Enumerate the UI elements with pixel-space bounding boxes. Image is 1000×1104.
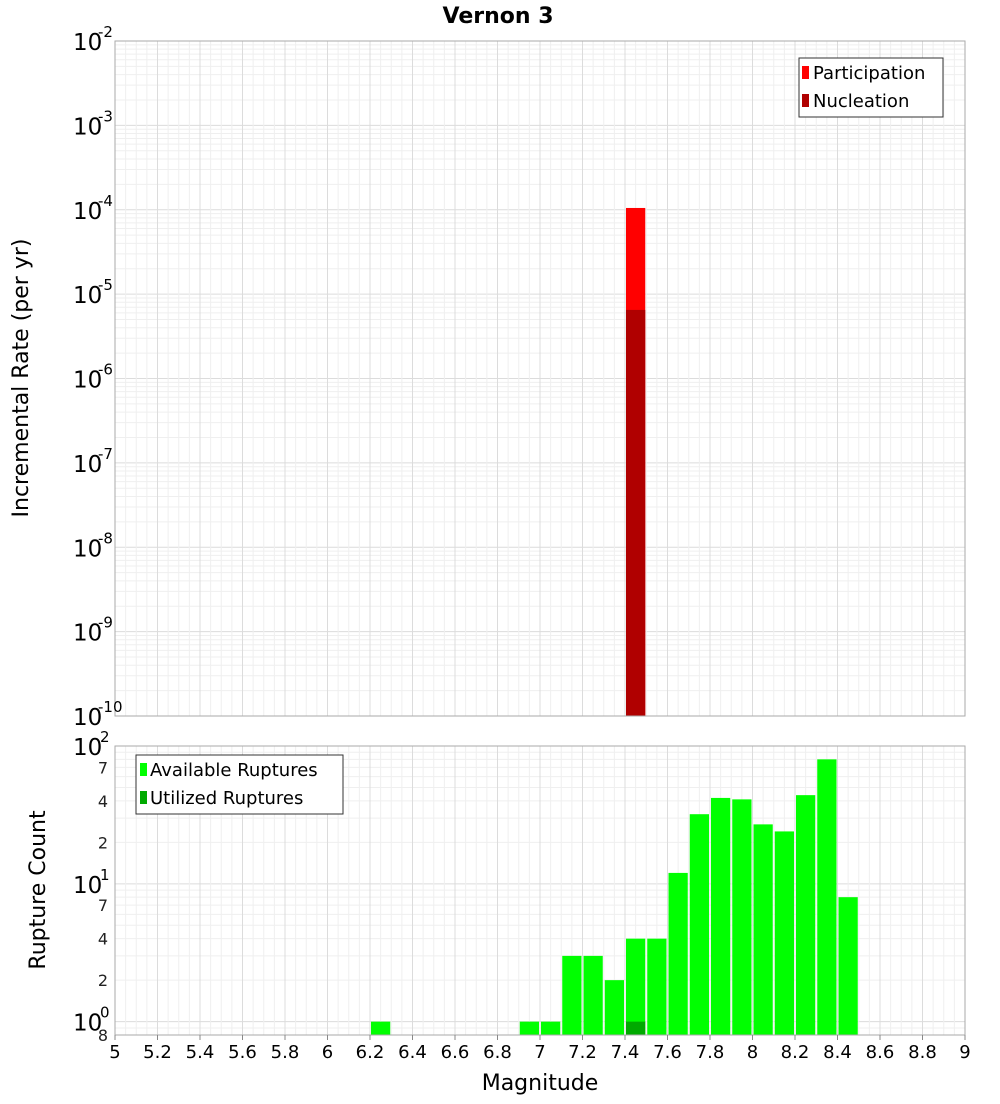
- count-y-tick-label: 10: [73, 735, 102, 761]
- participation-legend-swatch: [802, 66, 809, 79]
- count-bars: [371, 759, 858, 1035]
- available-ruptures-bar: [604, 980, 624, 1035]
- x-axis-label: Magnitude: [482, 1071, 599, 1096]
- participation-legend-label: Participation: [813, 63, 925, 84]
- available-ruptures-bar: [519, 1021, 539, 1035]
- rate-y-tick-label: 10: [73, 705, 102, 731]
- rate-y-tick-exponent: -2: [98, 23, 113, 41]
- x-tick-label: 5: [109, 1042, 120, 1063]
- count-y-tick-exponent: 2: [100, 728, 110, 746]
- rate-legend: Participation Nucleation: [798, 57, 944, 118]
- nucleation-legend-swatch: [802, 94, 809, 107]
- available-ruptures-bar: [583, 955, 603, 1035]
- x-tick-label: 5.2: [143, 1042, 172, 1063]
- available-ruptures-bar: [838, 897, 858, 1035]
- rate-y-tick-label: 10: [73, 199, 102, 225]
- nucleation-bar: [626, 309, 646, 716]
- x-tick-label: 5.4: [186, 1042, 215, 1063]
- x-tick-label: 8.6: [866, 1042, 895, 1063]
- x-tick-label: 8: [747, 1042, 758, 1063]
- x-tick-label: 7: [534, 1042, 545, 1063]
- rate-y-tick-exponent: -4: [98, 192, 113, 210]
- rate-y-tick-exponent: -7: [98, 445, 113, 463]
- count-y-axis-label: Rupture Count: [26, 810, 51, 970]
- rate-y-tick-exponent: -10: [98, 698, 123, 716]
- utilized-legend-label: Utilized Ruptures: [150, 788, 303, 809]
- count-y-minor-tick-label: 7: [98, 896, 108, 915]
- chart-title: Vernon 3: [443, 4, 554, 29]
- available-ruptures-bar: [711, 797, 731, 1035]
- rate-y-tick-exponent: -3: [98, 107, 113, 125]
- x-tick-label: 6: [322, 1042, 333, 1063]
- available-legend-label: Available Ruptures: [150, 760, 318, 781]
- count-y-minor-tick-label: 7: [98, 758, 108, 777]
- x-tick-label: 7.2: [568, 1042, 597, 1063]
- utilized-legend-swatch: [140, 791, 147, 804]
- count-y-tick-label: 10: [73, 1011, 102, 1037]
- x-tick-label: 5.8: [271, 1042, 300, 1063]
- x-tick-label: 6.4: [398, 1042, 427, 1063]
- rate-y-tick-exponent: -8: [98, 529, 113, 547]
- available-ruptures-bar: [689, 814, 709, 1035]
- count-y-tick-label: 10: [73, 873, 102, 899]
- rate-y-tick-label: 10: [73, 621, 102, 647]
- available-ruptures-bar: [732, 799, 752, 1035]
- available-ruptures-bar: [668, 872, 688, 1035]
- count-legend-box: [135, 754, 344, 815]
- rate-plot-border: [114, 40, 966, 717]
- available-ruptures-bar: [774, 831, 794, 1035]
- rate-grid: [114, 41, 966, 717]
- rate-y-tick-exponent: -6: [98, 361, 113, 379]
- available-ruptures-bar: [647, 938, 667, 1035]
- count-y-minor-tick-label: 2: [98, 971, 108, 990]
- rate-y-tick-exponent: -5: [98, 276, 113, 294]
- rate-y-tick-label: 10: [73, 114, 102, 140]
- available-ruptures-bar: [371, 1021, 391, 1035]
- available-ruptures-bar: [796, 795, 816, 1035]
- x-tick-label: 6.6: [441, 1042, 470, 1063]
- x-tick-label: 9: [959, 1042, 970, 1063]
- utilized-ruptures-bar: [626, 1021, 646, 1035]
- count-y-minor-tick-label: 8: [98, 1026, 108, 1045]
- available-ruptures-bar: [562, 955, 582, 1035]
- x-tick-label: 8.2: [781, 1042, 810, 1063]
- available-legend-swatch: [140, 763, 147, 776]
- available-ruptures-bar: [541, 1021, 561, 1035]
- available-ruptures-bar: [817, 759, 837, 1035]
- rate-y-tick-label: 10: [73, 536, 102, 562]
- count-y-tick-exponent: 0: [100, 1004, 110, 1022]
- rate-y-tick-exponent: -9: [98, 614, 113, 632]
- rate-bars: [626, 207, 646, 716]
- rate-y-tick-label: 10: [73, 452, 102, 478]
- count-y-minor-tick-label: 2: [98, 833, 108, 852]
- available-ruptures-bar: [753, 824, 773, 1035]
- x-tick-label: 8.8: [908, 1042, 937, 1063]
- x-tick-label: 6.2: [356, 1042, 385, 1063]
- count-legend: Available Ruptures Utilized Ruptures: [135, 754, 344, 815]
- count-y-minor-tick-label: 4: [98, 930, 108, 949]
- rate-y-axis-label: Incremental Rate (per yr): [9, 239, 34, 518]
- rate-y-tick-label: 10: [73, 30, 102, 56]
- x-ticks: 5 5.2 5.4 5.6 5.8 6 6.2 6.4 6.6 6.8 7 7.2 7.4 7.6 7.8 8…: [109, 1035, 971, 1063]
- x-tick-label: 7.8: [696, 1042, 725, 1063]
- x-tick-label: 7.6: [653, 1042, 682, 1063]
- available-ruptures-bar: [626, 938, 646, 1035]
- x-tick-label: 7.4: [611, 1042, 640, 1063]
- count-y-tick-exponent: 1: [100, 866, 110, 884]
- x-tick-label: 5.6: [228, 1042, 257, 1063]
- x-tick-label: 8.4: [823, 1042, 852, 1063]
- rate-y-tick-label: 10: [73, 283, 102, 309]
- rate-y-tick-label: 10: [73, 368, 102, 394]
- count-y-minor-tick-label: 4: [98, 792, 108, 811]
- x-tick-label: 6.8: [483, 1042, 512, 1063]
- nucleation-legend-label: Nucleation: [813, 91, 909, 112]
- rate-legend-box: [798, 57, 944, 118]
